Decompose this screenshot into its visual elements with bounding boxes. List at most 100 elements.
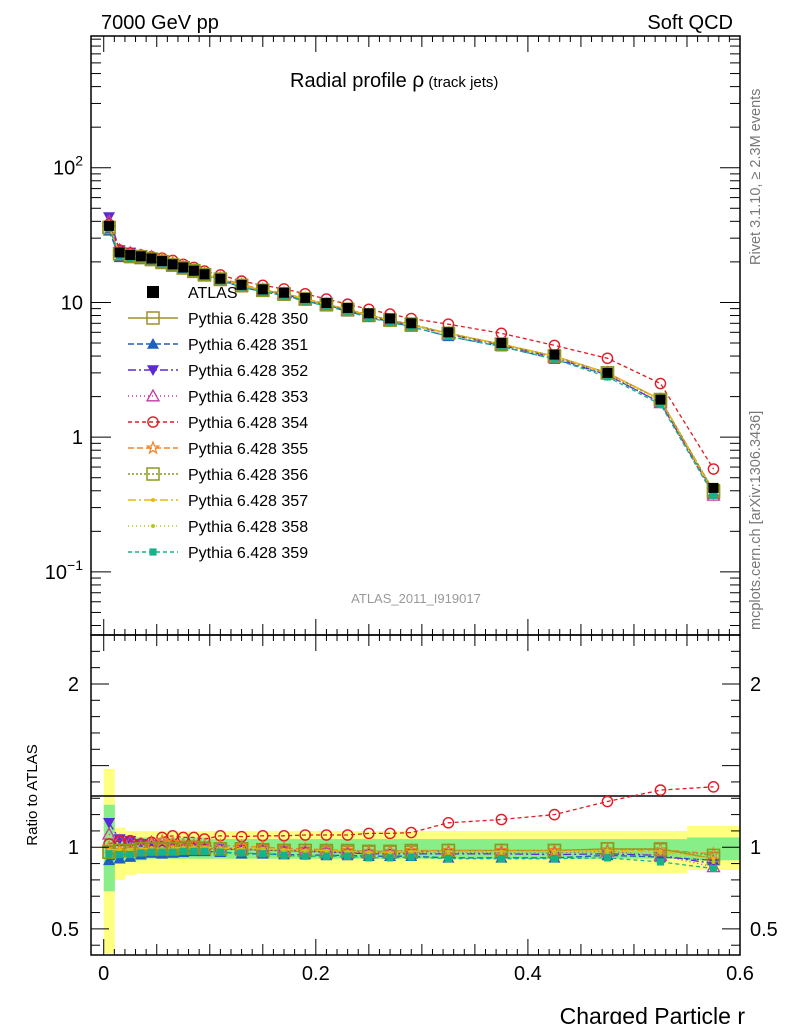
legend-marker-p358 [151,524,155,528]
data-point-atlas [188,265,199,276]
data-point-atlas [443,327,454,338]
header-category-label: Soft QCD [647,12,733,34]
ratio-point-p359 [322,852,331,860]
ratio-point-p359 [407,853,415,861]
ratio-point-p358 [658,850,663,855]
legend-marker-p354 [147,416,159,428]
legend-label-p356: Pythia 6.428 356 [188,467,308,484]
ratio-point-p359 [237,849,246,857]
main-series-layer [101,212,721,501]
legend-label-p358: Pythia 6.428 358 [188,519,308,536]
ratio-point-p359 [190,847,198,855]
legend-entry-p355: Pythia 6.428 355 [128,440,308,458]
y-axis-title-ratio: Ratio to ATLAS [24,744,41,845]
legend-label-p351: Pythia 6.428 351 [188,337,308,354]
ratio-plot-frame [90,634,741,956]
ratio-point-p358 [499,850,504,855]
legend-entry-atlas: ATLAS [147,285,238,302]
legend-entry-p350: Pythia 6.428 350 [128,311,308,328]
ratio-point-p358 [605,850,610,855]
axes-layer: 10−1 1 10 102 0 0.2 0.4 0.6 0.5 0.5 1 1 2 2 [45,36,778,985]
chart-title-sub: (track jets) [424,74,498,91]
ratio-point-p354 [548,808,561,821]
ratio-point-p359 [126,850,134,859]
y-tick-label-main: 10 [61,292,83,314]
data-point-atlas [146,253,157,264]
ratio-point-p356 [653,842,668,857]
ratio-point-p358 [446,850,451,855]
legend-entry-p353: Pythia 6.428 353 [128,388,308,406]
ratio-point-p354 [299,829,312,841]
legend-marker-p353 [145,388,161,402]
legend-entry-p354: Pythia 6.428 354 [128,415,308,432]
ratio-point-p354 [363,827,375,840]
y-tick-label-main: 1 [72,427,83,449]
ratio-point-p354 [384,827,396,840]
ratio-point-p354 [654,784,667,796]
legend-marker-p359 [149,548,157,556]
data-point-atlas [178,262,189,273]
ratio-point-p358 [366,850,371,855]
legend-marker-atlas [147,286,159,298]
x-axis-title: Charged Particle r [560,1003,746,1024]
legend-marker-p351 [147,338,159,349]
data-point-atlas [167,259,178,270]
ratio-point-p359 [137,849,145,857]
ratio-point-p352 [134,839,147,850]
legend-label-p352: Pythia 6.428 352 [188,363,308,380]
legend-entry-p352: Pythia 6.428 352 [128,363,308,380]
series-line-p357 [108,226,715,493]
data-point-p354 [707,463,720,475]
data-point-atlas [236,279,247,290]
chart-title-main: Radial profile [290,70,412,92]
legend-label-p350: Pythia 6.428 350 [188,311,308,328]
ratio-point-p354 [320,829,333,841]
legend-label-p357: Pythia 6.428 357 [188,493,308,510]
data-point-atlas [199,269,210,280]
ratio-point-p355 [165,834,181,849]
y-tick-label-ratio: 0.5 [51,919,79,941]
data-point-atlas [406,318,417,329]
mcplots-citation-label: mcplots.cern.ch [arXiv:1306.3436] [748,411,764,630]
y-tick-label-ratio: 2 [68,674,79,696]
data-point-p354 [601,352,614,365]
data-point-atlas [496,337,507,348]
ratio-point-p358 [388,850,393,855]
ratio-point-p358 [711,859,716,864]
ratio-point-p354 [405,826,418,839]
ratio-point-p359 [301,852,309,860]
ratio-point-p359 [179,847,187,855]
ratio-point-p355 [706,846,721,860]
data-point-atlas [363,308,374,319]
ratio-series-layer [101,781,721,873]
ratio-point-p354 [707,781,720,793]
ratio-point-p358 [552,850,557,855]
legend-entry-p358: Pythia 6.428 358 [128,519,308,536]
chart-title: Radial profile ρ (track jets) [290,69,498,92]
legend-entry-p359: Pythia 6.428 359 [128,545,308,562]
ratio-point-p356 [102,845,116,859]
y-tick-label-ratio: 1 [68,837,79,859]
data-point-atlas [549,349,560,360]
x-tick-label: 0.2 [302,963,330,985]
data-point-p354 [654,377,667,390]
data-point-p359 [709,491,718,499]
ratio-point-p359 [497,855,505,863]
data-point-atlas [321,298,332,309]
ratio-point-p359 [365,854,373,862]
data-point-atlas [279,287,290,298]
legend: ATLAS Pythia 6.428 350 Pythia 6.428 351 Pyt… [128,285,308,562]
data-point-atlas [385,313,396,324]
ratio-point-p359 [709,864,718,873]
data-point-atlas [104,220,115,231]
data-point-atlas [602,367,613,378]
data-point-atlas [135,251,146,262]
x-tick-label: 0.4 [514,963,542,985]
y-tick-label-main: 10−1 [45,557,83,584]
legend-label-p355: Pythia 6.428 355 [188,441,308,458]
data-point-atlas [157,256,168,267]
ratio-point-p359 [444,855,452,863]
legend-label-p353: Pythia 6.428 353 [188,389,308,406]
ratio-point-p359 [105,850,113,858]
